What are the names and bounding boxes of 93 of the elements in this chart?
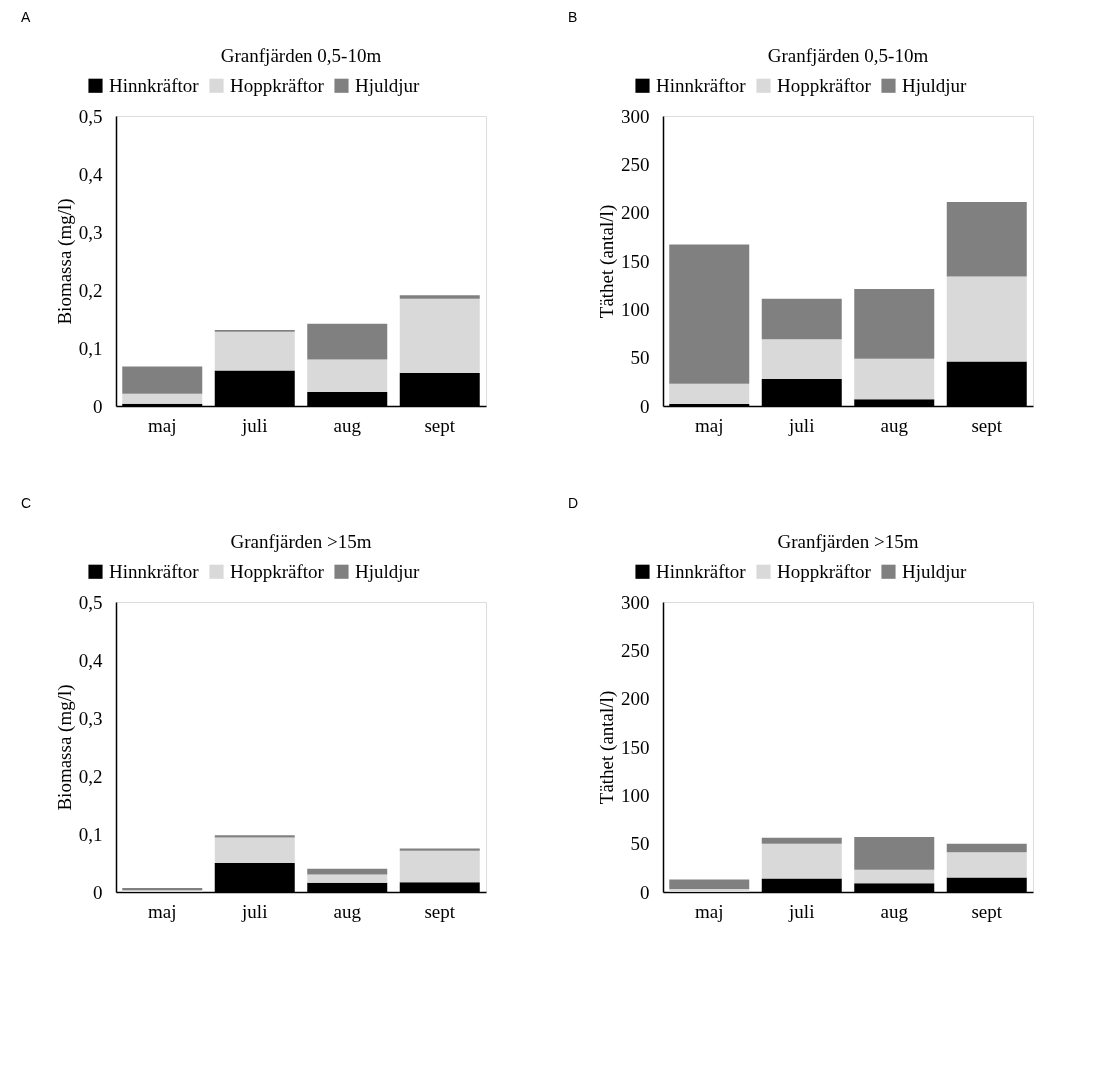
- x-tick-label: maj: [695, 414, 724, 436]
- x-tick-label: sept: [971, 900, 1003, 922]
- y-tick-label: 200: [621, 202, 650, 224]
- bar: [761, 843, 842, 879]
- legend-label: Hoppkräftor: [230, 74, 325, 96]
- y-tick-label: 150: [621, 736, 650, 758]
- y-tick-label: 50: [630, 347, 650, 369]
- bar: [854, 289, 935, 359]
- legend-label: Hinnkräftor: [656, 560, 747, 582]
- text: D: [568, 495, 579, 511]
- bar: [854, 358, 935, 400]
- x-tick-label: maj: [148, 414, 177, 436]
- bar: [214, 837, 295, 863]
- text: A: [21, 9, 31, 25]
- y-tick-label: 0: [640, 395, 650, 417]
- bar: [307, 874, 388, 883]
- bar: [307, 868, 388, 875]
- y-tick-label: 200: [621, 688, 650, 710]
- y-tick-label: 100: [621, 784, 650, 806]
- legend-label: Hoppkräftor: [230, 560, 325, 582]
- y-tick-label: 0,1: [78, 823, 103, 845]
- bar: [122, 393, 203, 404]
- y-tick-label: 100: [621, 298, 650, 320]
- y-tick-label: 50: [630, 833, 650, 855]
- y-axis-title: Biomassa (mg/l): [53, 684, 76, 811]
- chart-title: Granfjärden 0,5-10m: [767, 45, 929, 66]
- bar: [761, 837, 842, 844]
- bar: [399, 298, 480, 373]
- bar: [946, 276, 1027, 362]
- x-tick-label: aug: [880, 900, 909, 922]
- y-tick-label: 300: [621, 105, 650, 127]
- y-tick-label: 0,4: [78, 649, 103, 671]
- y-tick-label: 300: [621, 591, 650, 613]
- y-tick-label: 0,2: [78, 765, 103, 787]
- y-tick-label: 0,4: [78, 163, 103, 185]
- y-tick-label: 0: [640, 881, 650, 903]
- legend-label: Hinnkräftor: [109, 560, 200, 582]
- chart-title: Granfjärden >15m: [777, 531, 919, 552]
- bar: [214, 331, 295, 371]
- legend-label: Hinnkräftor: [109, 74, 200, 96]
- x-tick-label: juli: [788, 900, 815, 922]
- bar: [946, 843, 1027, 853]
- x-tick-label: sept: [424, 900, 456, 922]
- x-tick-label: juli: [241, 900, 268, 922]
- bar: [122, 366, 203, 394]
- legend-label: Hinnkräftor: [656, 74, 747, 96]
- legend-label: Hjuldjur: [355, 560, 421, 582]
- legend-label: Hjuldjur: [902, 560, 968, 582]
- legend-label: Hoppkräftor: [777, 74, 872, 96]
- bar: [669, 383, 750, 405]
- bar: [399, 295, 480, 299]
- y-axis-title: Täthet (antal/l): [596, 690, 618, 805]
- bar: [854, 869, 935, 884]
- y-tick-label: 150: [621, 250, 650, 272]
- bar: [399, 850, 480, 883]
- y-tick-label: 0,5: [78, 591, 103, 613]
- chart-title: Granfjärden >15m: [230, 531, 372, 552]
- bar: [307, 323, 388, 360]
- x-tick-label: maj: [695, 900, 724, 922]
- text: B: [568, 9, 578, 25]
- y-tick-label: 0: [93, 881, 103, 903]
- y-tick-label: 250: [621, 639, 650, 661]
- text: C: [21, 495, 32, 511]
- x-tick-label: juli: [241, 414, 268, 436]
- legend-label: Hoppkräftor: [777, 560, 872, 582]
- legend-label: Hjuldjur: [355, 74, 421, 96]
- y-tick-label: 0,3: [78, 707, 103, 729]
- x-tick-label: sept: [424, 414, 456, 436]
- x-tick-label: aug: [333, 900, 362, 922]
- x-tick-label: sept: [971, 414, 1003, 436]
- bar: [761, 339, 842, 379]
- y-tick-label: 0: [93, 395, 103, 417]
- legend-label: Hjuldjur: [902, 74, 968, 96]
- bar: [669, 889, 750, 892]
- x-tick-label: juli: [788, 414, 815, 436]
- y-axis-title: Täthet (antal/l): [596, 204, 618, 319]
- bar: [946, 202, 1027, 277]
- bar: [761, 298, 842, 340]
- bar: [307, 359, 388, 393]
- x-tick-label: aug: [333, 414, 362, 436]
- y-tick-label: 0,1: [78, 337, 103, 359]
- x-tick-label: aug: [880, 414, 909, 436]
- y-axis-title: Biomassa (mg/l): [53, 198, 76, 325]
- y-tick-label: 250: [621, 153, 650, 175]
- x-tick-label: maj: [148, 900, 177, 922]
- bar: [669, 879, 750, 890]
- bar: [946, 852, 1027, 878]
- bar: [854, 836, 935, 870]
- chart-title: Granfjärden 0,5-10m: [220, 45, 382, 66]
- bar: [669, 244, 750, 384]
- y-tick-label: 0,5: [78, 105, 103, 127]
- y-tick-label: 0,3: [78, 221, 103, 243]
- y-tick-label: 0,2: [78, 279, 103, 301]
